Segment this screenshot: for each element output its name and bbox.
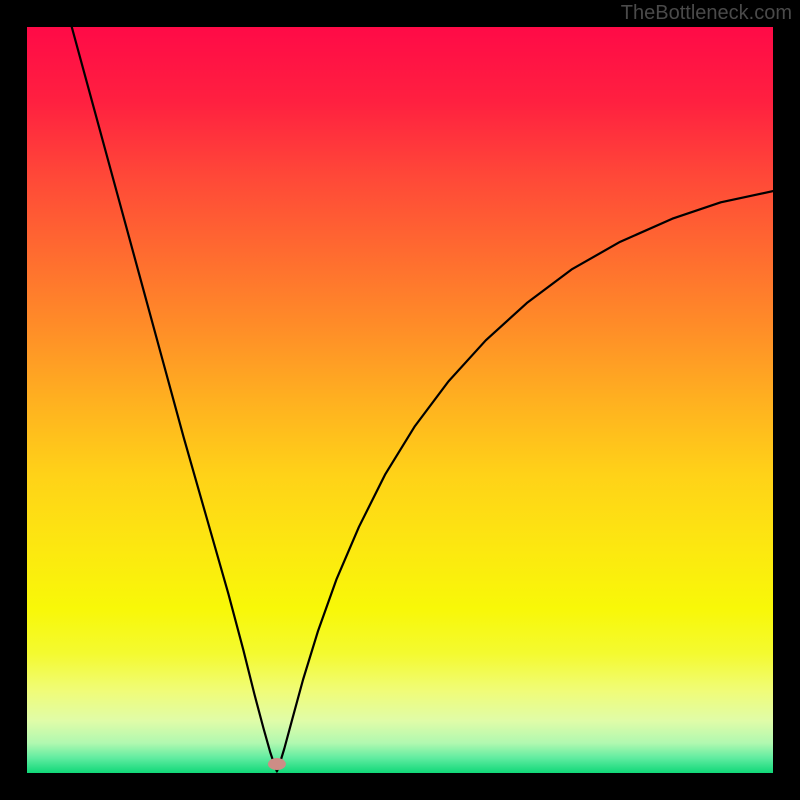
- chart-plot-area: [27, 27, 773, 773]
- watermark-text: TheBottleneck.com: [621, 2, 792, 25]
- optimal-point-marker: [268, 758, 286, 770]
- gradient-background: [27, 27, 773, 773]
- bottleneck-curve-chart: [27, 27, 773, 773]
